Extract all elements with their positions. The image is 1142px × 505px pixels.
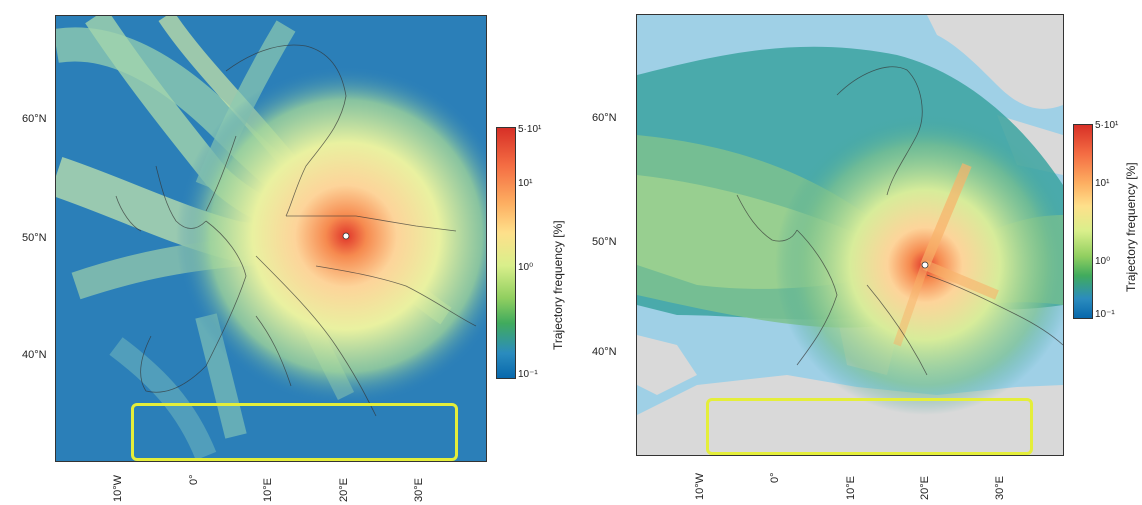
left-colorbar-title: Trajectory frequency [%]	[551, 220, 565, 350]
lat-label-40n: 40°N	[22, 349, 47, 361]
right-highlight-box	[706, 398, 1033, 455]
lon-label-10w: 10°W	[694, 473, 706, 500]
left-highlight-box	[131, 403, 458, 461]
lat-label-50n: 50°N	[22, 232, 47, 244]
lat-label-40n: 40°N	[592, 346, 617, 358]
lat-label-50n: 50°N	[592, 236, 617, 248]
right-map-svg	[637, 15, 1063, 455]
origin-marker	[343, 233, 349, 239]
right-colorbar-tick-10-1: 10¹	[1095, 178, 1109, 189]
right-colorbar-tick-10-0: 10⁰	[1095, 256, 1110, 267]
left-map-panel: 60°N 50°N 40°N 10°W 0° 10°E 20°E 30°E 5·…	[0, 0, 570, 505]
left-colorbar-tick-10-1: 10¹	[518, 178, 532, 189]
lon-label-30e: 30°E	[413, 478, 425, 502]
lon-label-0: 0°	[188, 474, 200, 485]
right-trajectory-map	[636, 14, 1064, 456]
left-colorbar-tick-min: 10⁻¹	[518, 369, 538, 380]
left-colorbar	[496, 127, 516, 379]
left-colorbar-tick-max: 5·10¹	[518, 124, 541, 135]
left-map-svg	[56, 16, 486, 461]
lon-label-30e: 30°E	[994, 476, 1006, 500]
right-colorbar	[1073, 124, 1093, 319]
lon-label-10w: 10°W	[112, 475, 124, 502]
lon-label-10e: 10°E	[845, 476, 857, 500]
lat-label-60n: 60°N	[592, 112, 617, 124]
right-colorbar-title: Trajectory frequency [%]	[1124, 162, 1138, 292]
lon-label-20e: 20°E	[919, 476, 931, 500]
lat-label-60n: 60°N	[22, 113, 47, 125]
right-colorbar-tick-min: 10⁻¹	[1095, 309, 1115, 320]
lon-label-20e: 20°E	[338, 478, 350, 502]
origin-marker	[922, 262, 928, 268]
left-colorbar-tick-10-0: 10⁰	[518, 262, 533, 273]
lon-label-0: 0°	[769, 472, 781, 483]
right-map-panel: 60°N 50°N 40°N 10°W 0° 10°E 20°E 30°E 5·…	[570, 0, 1142, 505]
left-trajectory-map	[55, 15, 487, 462]
right-colorbar-tick-max: 5·10¹	[1095, 120, 1118, 131]
lon-label-10e: 10°E	[262, 478, 274, 502]
trajectory-frequency-hotspot	[775, 115, 1063, 415]
